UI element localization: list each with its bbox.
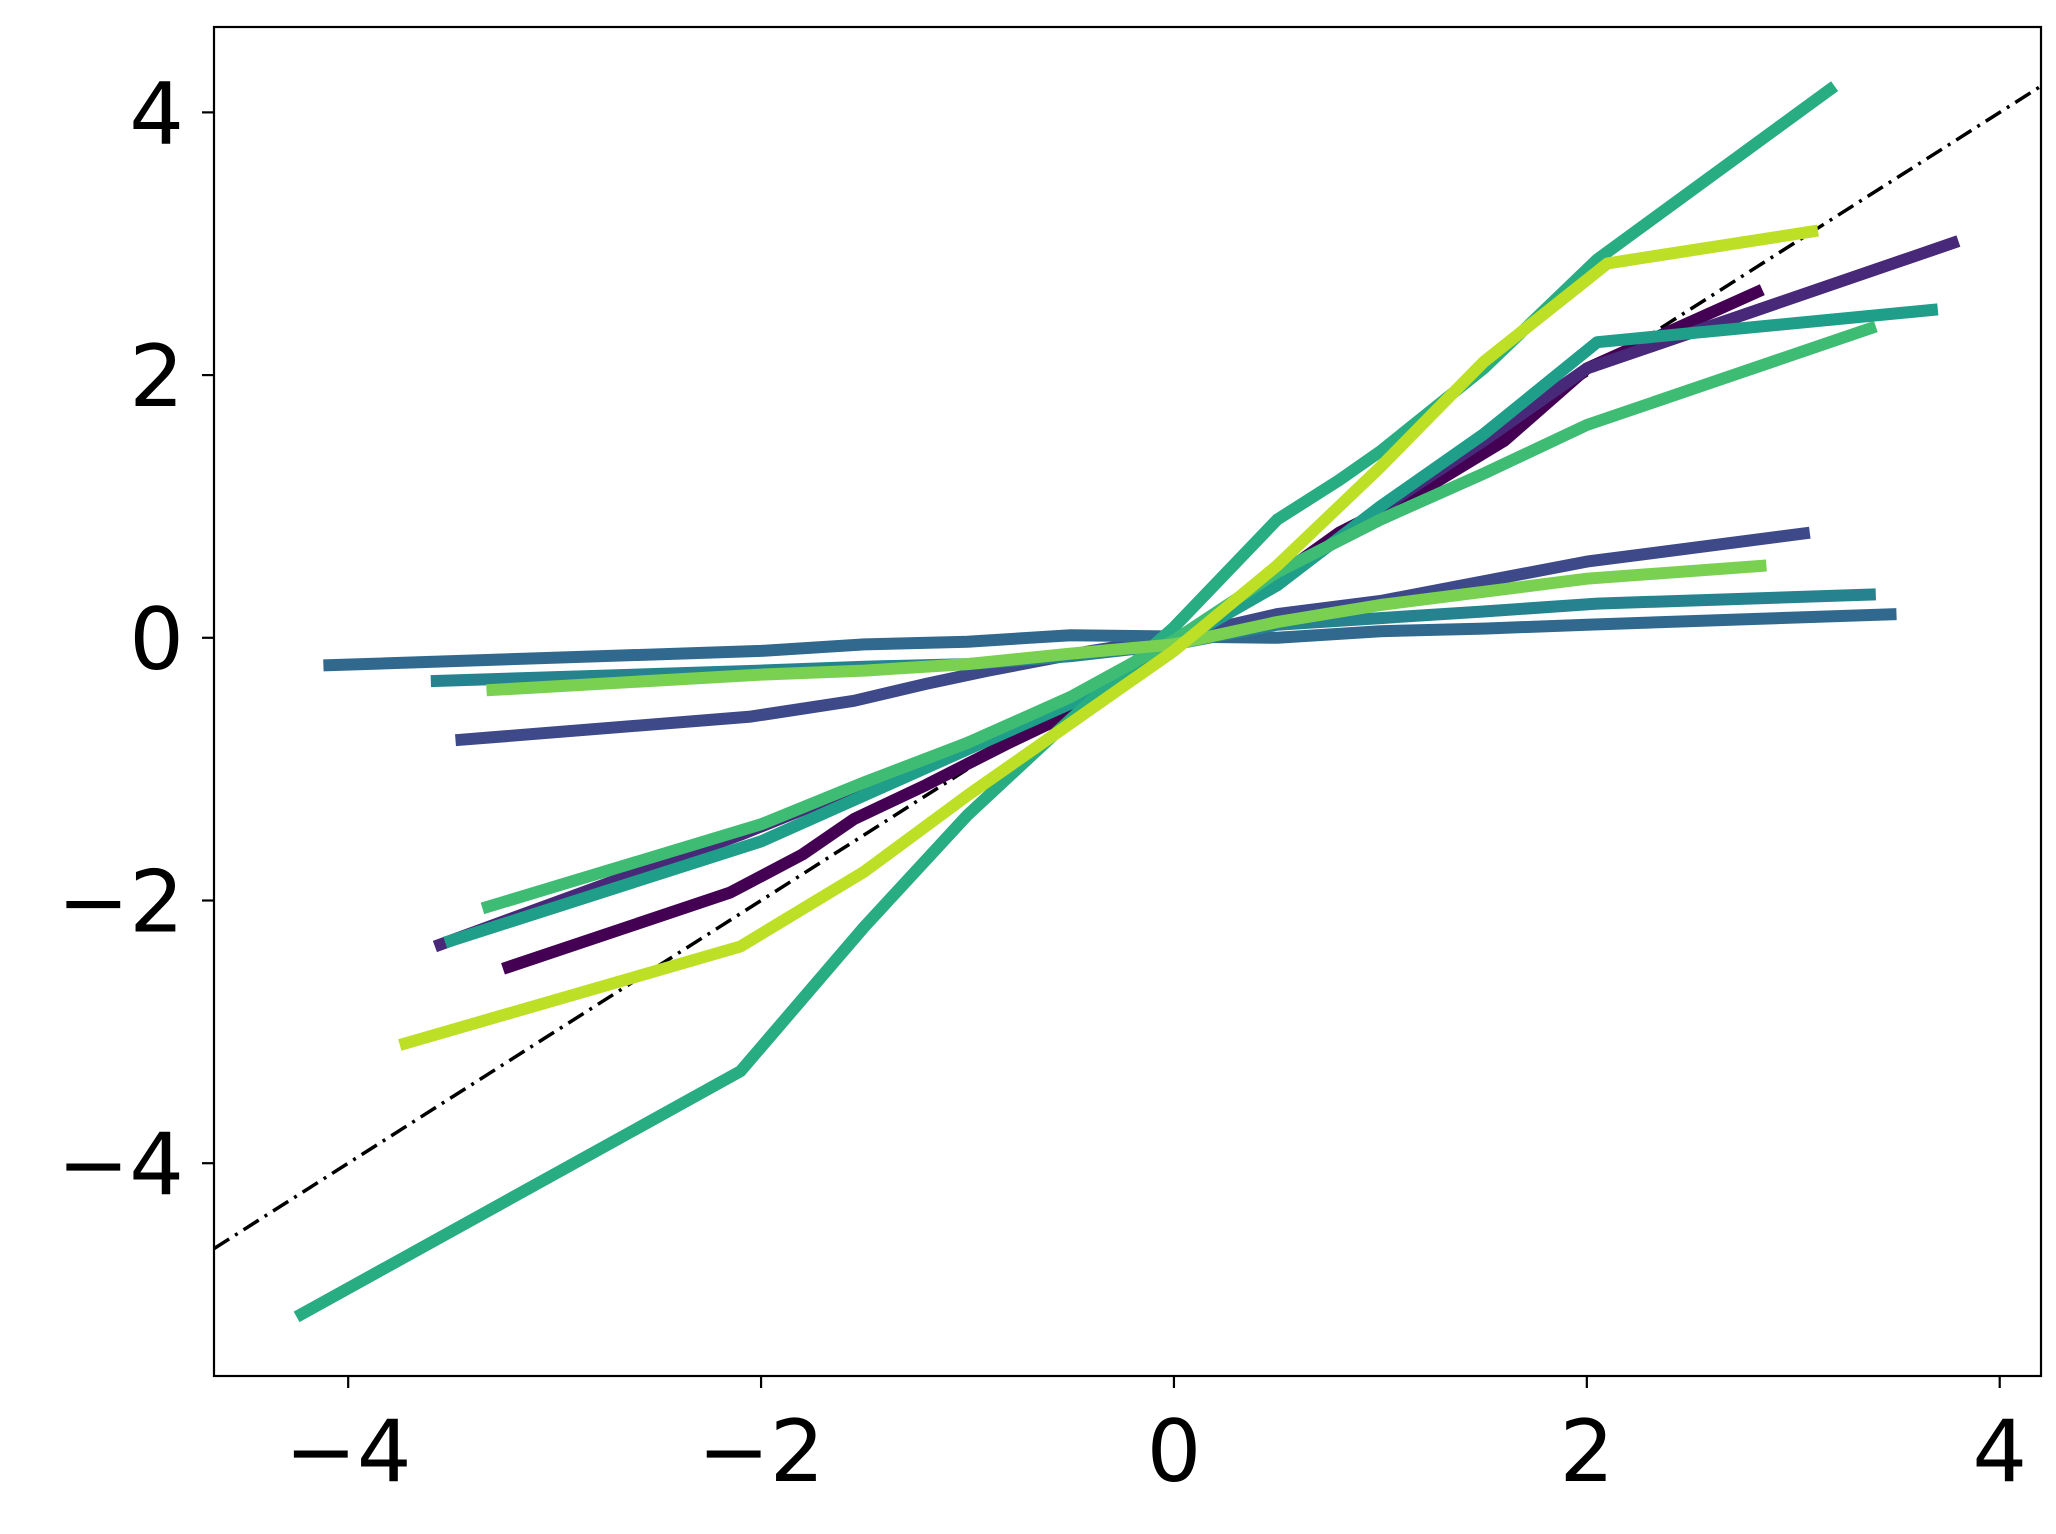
y-tick-label: 2 — [129, 327, 184, 427]
reference-layer — [214, 84, 2041, 1251]
y-tick-label: −2 — [57, 853, 184, 953]
x-axis: −4 −2 0 2 4 — [285, 1376, 2027, 1502]
y-tick-label: 4 — [129, 64, 184, 164]
x-tick-label: −2 — [698, 1402, 825, 1502]
reference-line-identity — [214, 84, 2041, 1251]
series-line-10 — [398, 224, 1819, 1051]
x-tick-label: 0 — [1147, 1402, 1202, 1502]
y-axis: −4 −2 0 2 4 — [57, 64, 214, 1215]
series-layer — [293, 81, 1961, 1323]
x-tick-label: 4 — [1972, 1402, 2027, 1502]
x-tick-label: 2 — [1559, 1402, 1614, 1502]
x-tick-label: −4 — [285, 1402, 412, 1502]
plot-frame — [212, 25, 2043, 1378]
y-tick-label: −4 — [57, 1115, 184, 1215]
y-tick-label: 0 — [129, 590, 184, 690]
